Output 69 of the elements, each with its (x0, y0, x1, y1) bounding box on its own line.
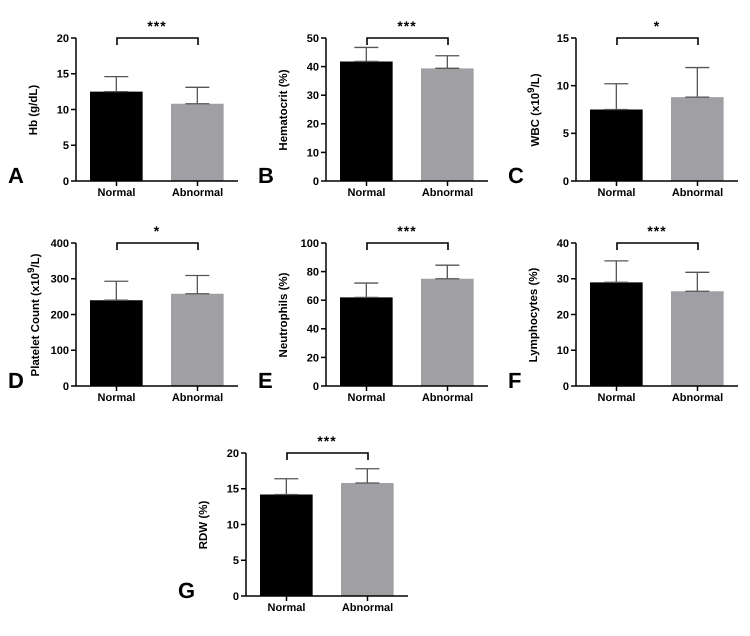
y-tick-label: 30 (306, 90, 319, 102)
y-tick-label: 40 (306, 62, 319, 74)
y-tick-label: 15 (556, 32, 569, 45)
y-axis-title: Hematocrit (%) (278, 68, 290, 150)
text: B (258, 163, 274, 189)
y-tick-label: 30 (556, 274, 569, 286)
y-axis-title: Hb (g/dL) (28, 84, 40, 135)
y-tick-label: 10 (306, 147, 319, 160)
y-tick-label: 100 (300, 238, 319, 250)
text: *** (397, 18, 417, 34)
text: A (8, 163, 24, 189)
y-tick-label: 0 (312, 380, 319, 393)
x-tick-label: Abnormal (422, 186, 474, 199)
y-tick-label: 10 (56, 104, 69, 116)
y-tick-label: 15 (56, 68, 69, 81)
x-tick-label: Abnormal (172, 186, 224, 199)
text: E (258, 368, 273, 394)
y-tick-label: 200 (50, 309, 69, 322)
text: *** (317, 433, 337, 449)
text: * (154, 223, 160, 239)
x-tick-label: Normal (98, 392, 136, 404)
y-tick-label: 60 (306, 295, 319, 308)
y-tick-label: 40 (306, 324, 319, 336)
y-tick-label: 5 (562, 128, 569, 140)
x-tick-label: Abnormal (342, 602, 394, 614)
y-tick-label: 40 (556, 238, 569, 250)
x-tick-label: Abnormal (422, 392, 474, 404)
y-tick-label: 400 (50, 238, 69, 250)
y-tick-label: 0 (232, 590, 239, 603)
y-tick-label: 5 (232, 555, 239, 568)
text: G (178, 578, 196, 604)
text: D (8, 368, 24, 394)
y-tick-label: 20 (56, 32, 69, 45)
x-tick-label: Normal (598, 392, 636, 404)
y-tick-label: 0 (62, 176, 69, 188)
x-tick-label: Normal (348, 186, 386, 199)
y-tick-label: 80 (306, 266, 319, 279)
y-tick-label: 100 (50, 345, 69, 358)
x-tick-label: Normal (98, 186, 136, 199)
text: C (508, 163, 524, 189)
x-tick-label: Normal (268, 602, 306, 614)
y-tick-label: 10 (556, 80, 569, 93)
text: *** (147, 18, 167, 34)
text: * (654, 18, 660, 34)
y-tick-label: 20 (306, 118, 319, 131)
text: *** (647, 223, 667, 239)
y-tick-label: 0 (312, 176, 319, 188)
text: *** (397, 223, 417, 239)
y-tick-label: 0 (562, 176, 569, 188)
y-tick-label: 300 (50, 274, 69, 286)
y-tick-label: 20 (556, 309, 569, 322)
y-tick-label: 0 (562, 380, 569, 393)
y-tick-label: 0 (62, 380, 69, 393)
x-tick-label: Abnormal (672, 392, 724, 404)
y-tick-label: 15 (226, 484, 239, 496)
x-tick-label: Normal (598, 186, 636, 199)
y-tick-label: 50 (306, 32, 319, 45)
x-tick-label: Abnormal (672, 186, 724, 199)
y-axis-title: RDW (%) (198, 500, 210, 549)
y-axis-title: Neutrophils (%) (278, 272, 290, 357)
y-tick-label: 10 (556, 345, 569, 358)
y-axis-title: Lymphocytes (%) (528, 267, 540, 362)
y-tick-label: 10 (226, 519, 239, 532)
text: F (508, 368, 522, 394)
x-tick-label: Normal (348, 392, 386, 404)
y-tick-label: 5 (62, 140, 69, 152)
y-tick-label: 20 (306, 352, 319, 364)
y-tick-label: 20 (226, 448, 239, 460)
x-tick-label: Abnormal (172, 392, 224, 404)
